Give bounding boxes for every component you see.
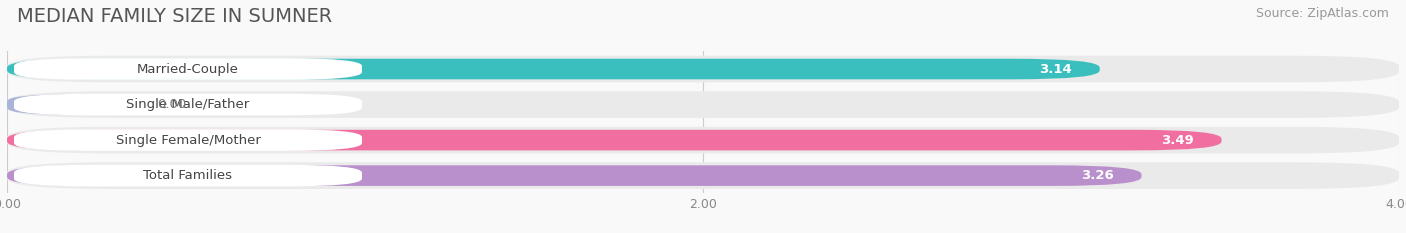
Text: MEDIAN FAMILY SIZE IN SUMNER: MEDIAN FAMILY SIZE IN SUMNER <box>17 7 332 26</box>
Text: 3.49: 3.49 <box>1161 134 1194 147</box>
FancyBboxPatch shape <box>7 59 1099 79</box>
Text: Married-Couple: Married-Couple <box>136 62 239 75</box>
Text: 0.00: 0.00 <box>156 98 186 111</box>
Text: Single Female/Mother: Single Female/Mother <box>115 134 260 147</box>
Text: 3.14: 3.14 <box>1039 62 1071 75</box>
FancyBboxPatch shape <box>7 165 1142 186</box>
FancyBboxPatch shape <box>7 94 129 115</box>
FancyBboxPatch shape <box>7 91 1399 118</box>
Text: 3.26: 3.26 <box>1081 169 1114 182</box>
FancyBboxPatch shape <box>7 130 1222 150</box>
Text: Single Male/Father: Single Male/Father <box>127 98 250 111</box>
FancyBboxPatch shape <box>14 94 361 115</box>
Text: Source: ZipAtlas.com: Source: ZipAtlas.com <box>1256 7 1389 20</box>
FancyBboxPatch shape <box>7 127 1399 153</box>
FancyBboxPatch shape <box>7 56 1399 82</box>
FancyBboxPatch shape <box>14 129 361 151</box>
FancyBboxPatch shape <box>14 58 361 80</box>
FancyBboxPatch shape <box>14 165 361 186</box>
Text: Total Families: Total Families <box>143 169 232 182</box>
FancyBboxPatch shape <box>7 162 1399 189</box>
